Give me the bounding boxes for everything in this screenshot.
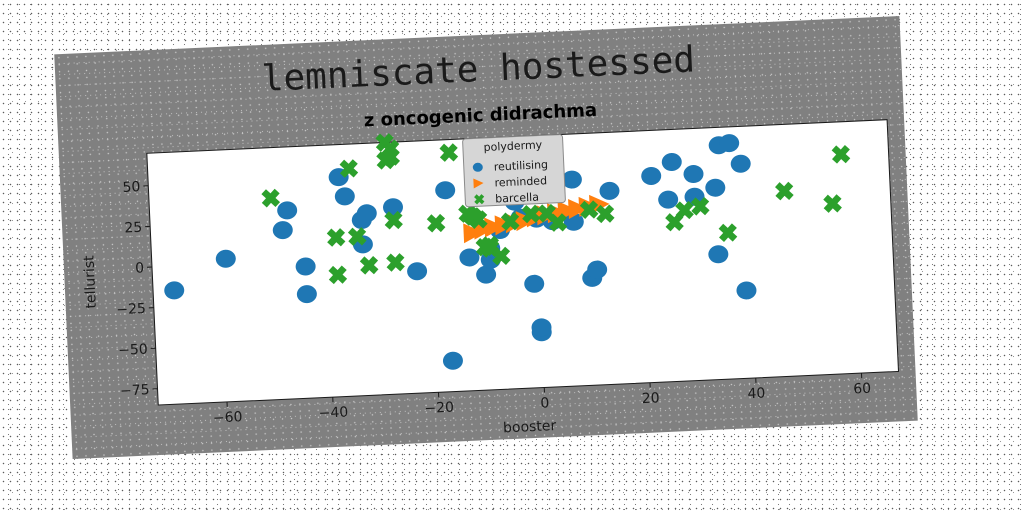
reutilising-point [561,170,582,189]
reutilising-point [705,178,726,197]
y-tick-label: −50 [118,342,148,359]
barcella-point [386,253,405,272]
reutilising-point [435,181,456,200]
x-tick-label: −60 [213,409,243,426]
reutilising-point [442,351,463,370]
legend-title: polydermy [483,138,543,154]
legend-label-barcella: barcella [495,191,539,206]
reutilising-point [736,281,757,300]
barcella-point [823,194,842,213]
reutilising-point [295,257,316,276]
reutilising-point [524,274,545,293]
barcella-point [426,213,446,233]
barcella-point [595,204,615,224]
reutilising-point [334,187,355,206]
reutilising-point [719,134,740,153]
reminded-point [463,223,484,244]
barcella-point [718,223,738,243]
reutilising-point [563,212,584,231]
reutilising-point [708,245,729,264]
barcella-point [675,200,694,220]
chart-suptitle: lemniscate hostessed [261,39,696,100]
legend-box [462,134,566,208]
axis-ticks: −60 −40 −20 0 20 40 60 −75 −50 −25 0 25 50 [116,179,872,426]
barcella-point [491,246,511,266]
barcella-point [469,210,488,229]
barcella-point [359,255,379,275]
chart-figure: lemniscate hostessed z oncogenic didrach… [54,16,918,459]
chart-marks [164,133,851,370]
y-tick-label: 50 [122,179,141,196]
reutilising-point [296,285,317,304]
reminded-point [568,199,589,220]
reutilising-point [476,265,497,284]
series-barcella [261,133,851,285]
reutilising-point [407,262,428,281]
barcella-point [347,227,367,246]
reutilising-point [730,154,751,173]
reminded-point [473,219,495,240]
x-tick-label: 20 [641,390,660,407]
legend-marker-reutilising [472,162,483,172]
reutilising-point [599,181,620,200]
barcella-point [690,196,710,216]
barcella-point [384,210,403,230]
barcella-point [439,143,459,162]
legend-marker-barcella [474,194,485,205]
reutilising-point [641,166,662,185]
barcella-point [500,212,520,231]
x-tick-label: 0 [540,395,550,411]
barcella-point [548,213,568,232]
reutilising-point [683,165,704,184]
barcella-point [339,159,359,178]
reutilising-point [459,248,480,267]
y-tick-label: 25 [124,220,143,237]
legend-marker-reminded [473,178,484,189]
barcella-point [831,145,851,164]
barcella-point [261,188,281,208]
chart-svg: lemniscate hostessed z oncogenic didrach… [81,39,900,436]
legend-label-reminded: reminded [494,174,547,189]
reutilising-point [215,249,236,268]
reutilising-point [661,153,682,172]
reminded-point [484,217,505,238]
barcella-point [775,181,794,201]
reutilising-point [356,204,377,223]
x-tick-label: −20 [424,400,454,417]
reutilising-point [277,201,298,220]
x-tick-label: 60 [853,381,872,398]
barcella-point [328,265,348,285]
barcella-point [381,139,400,159]
reutilising-point [272,221,293,240]
legend-label-reutilising: reutilising [494,158,549,173]
x-tick-label: 40 [747,385,766,402]
barcella-point [326,228,346,247]
y-tick-label: −75 [120,382,150,399]
reutilising-point [531,318,552,337]
barcella-point [521,204,541,224]
barcella-point [579,200,599,220]
reutilising-point [658,190,679,209]
reutilising-point [164,281,185,300]
y-tick-label: 0 [135,260,145,276]
x-axis-label: booster [503,418,557,436]
chart-title: z oncogenic didrachma [363,100,597,132]
reutilising-point [587,260,608,279]
y-axis-label: tellurist [81,255,99,309]
x-tick-label: −40 [318,404,348,421]
y-tick-label: −25 [116,301,146,318]
